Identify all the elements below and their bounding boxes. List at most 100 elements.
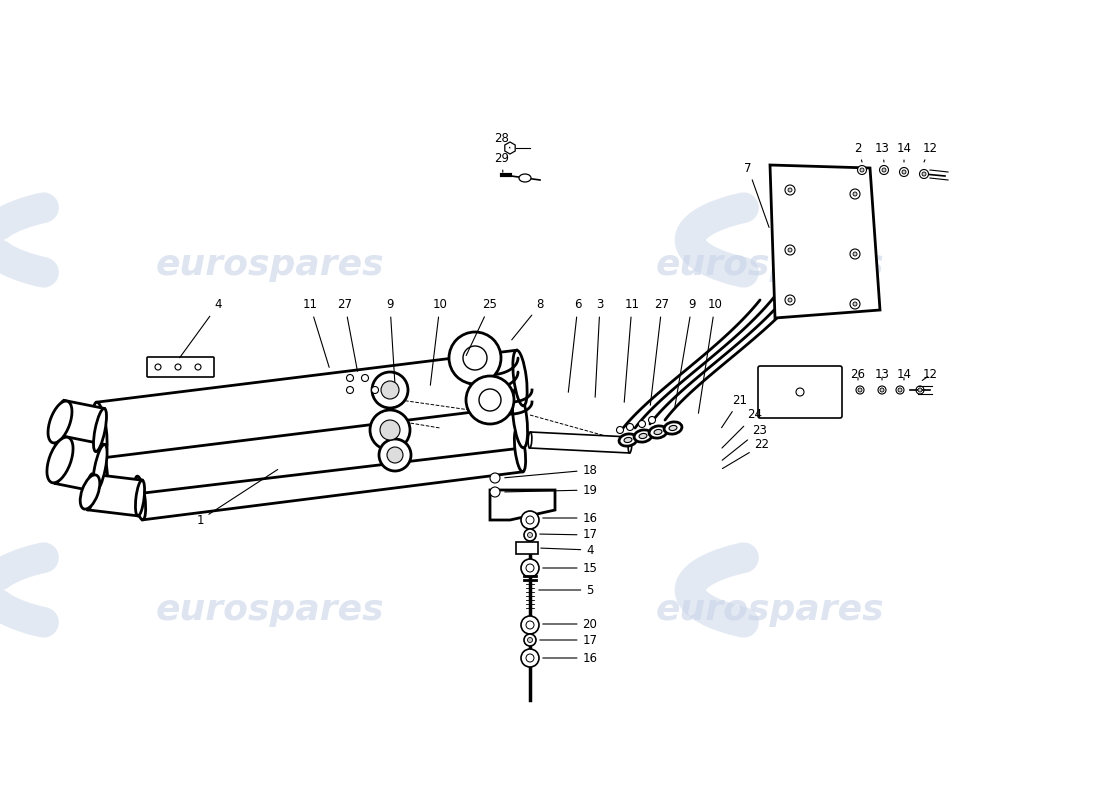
Ellipse shape xyxy=(513,350,527,406)
Circle shape xyxy=(902,170,906,174)
Circle shape xyxy=(526,621,534,629)
Circle shape xyxy=(362,374,369,382)
Text: 12: 12 xyxy=(922,369,937,382)
Polygon shape xyxy=(97,350,524,458)
Ellipse shape xyxy=(47,437,73,483)
Text: 17: 17 xyxy=(540,634,597,646)
Text: eurospares: eurospares xyxy=(656,593,884,627)
Circle shape xyxy=(155,364,161,370)
Circle shape xyxy=(796,388,804,396)
Circle shape xyxy=(850,249,860,259)
Polygon shape xyxy=(138,428,522,520)
Text: 16: 16 xyxy=(542,511,597,525)
Circle shape xyxy=(785,245,795,255)
Text: 19: 19 xyxy=(505,483,597,497)
FancyBboxPatch shape xyxy=(758,366,842,418)
Text: 1: 1 xyxy=(196,470,277,526)
Circle shape xyxy=(638,421,646,427)
Circle shape xyxy=(526,654,534,662)
Circle shape xyxy=(896,386,904,394)
Text: 4: 4 xyxy=(541,543,594,557)
Ellipse shape xyxy=(513,388,528,448)
Ellipse shape xyxy=(92,445,107,491)
Circle shape xyxy=(880,388,884,392)
Ellipse shape xyxy=(639,434,647,438)
Circle shape xyxy=(852,192,857,196)
Ellipse shape xyxy=(528,432,531,448)
Circle shape xyxy=(346,386,353,394)
Ellipse shape xyxy=(92,402,107,458)
Text: 21: 21 xyxy=(722,394,748,428)
Circle shape xyxy=(616,426,624,434)
Polygon shape xyxy=(516,542,538,554)
Circle shape xyxy=(850,189,860,199)
Circle shape xyxy=(379,420,400,440)
Text: 11: 11 xyxy=(624,298,639,402)
Text: eurospares: eurospares xyxy=(156,248,384,282)
Text: 23: 23 xyxy=(723,423,768,460)
Text: 18: 18 xyxy=(505,463,597,478)
Ellipse shape xyxy=(94,409,107,451)
Text: 14: 14 xyxy=(896,142,912,162)
Text: 3: 3 xyxy=(595,298,604,398)
Polygon shape xyxy=(490,490,556,520)
Circle shape xyxy=(524,529,536,541)
Circle shape xyxy=(449,332,500,384)
Circle shape xyxy=(918,388,922,392)
FancyBboxPatch shape xyxy=(147,357,214,377)
Circle shape xyxy=(466,376,514,424)
Text: 9: 9 xyxy=(674,298,695,410)
Circle shape xyxy=(850,299,860,309)
Circle shape xyxy=(346,374,353,382)
Polygon shape xyxy=(770,165,880,318)
Text: 12: 12 xyxy=(923,142,937,162)
Circle shape xyxy=(900,167,909,177)
Circle shape xyxy=(788,298,792,302)
Text: 24: 24 xyxy=(722,409,762,448)
Polygon shape xyxy=(56,401,104,451)
Circle shape xyxy=(852,302,857,306)
Circle shape xyxy=(372,386,378,394)
Ellipse shape xyxy=(649,426,667,438)
Ellipse shape xyxy=(619,434,637,446)
Text: 5: 5 xyxy=(539,583,594,597)
Text: 17: 17 xyxy=(540,529,597,542)
Ellipse shape xyxy=(48,401,72,443)
Ellipse shape xyxy=(654,430,662,434)
Polygon shape xyxy=(529,432,630,453)
Circle shape xyxy=(195,364,201,370)
Ellipse shape xyxy=(53,437,67,483)
Text: 10: 10 xyxy=(430,298,448,386)
Circle shape xyxy=(381,381,399,399)
Circle shape xyxy=(526,564,534,572)
Text: 6: 6 xyxy=(569,298,582,392)
Text: 28: 28 xyxy=(495,131,510,148)
Circle shape xyxy=(788,188,792,192)
Ellipse shape xyxy=(80,475,100,509)
Ellipse shape xyxy=(664,422,682,434)
Circle shape xyxy=(916,386,924,394)
Circle shape xyxy=(627,423,634,430)
Text: 8: 8 xyxy=(512,298,543,340)
Text: 27: 27 xyxy=(650,298,670,406)
Circle shape xyxy=(175,364,182,370)
Circle shape xyxy=(852,252,857,256)
Text: 10: 10 xyxy=(698,298,723,414)
Circle shape xyxy=(880,166,889,174)
Circle shape xyxy=(490,487,500,497)
Text: 26: 26 xyxy=(850,369,866,382)
Circle shape xyxy=(521,559,539,577)
Text: 13: 13 xyxy=(874,369,890,382)
Circle shape xyxy=(858,388,862,392)
Circle shape xyxy=(856,386,864,394)
Circle shape xyxy=(898,388,902,392)
Circle shape xyxy=(478,389,500,411)
Circle shape xyxy=(858,166,867,174)
Circle shape xyxy=(521,649,539,667)
Circle shape xyxy=(882,168,886,172)
Text: 9: 9 xyxy=(386,298,395,382)
Text: eurospares: eurospares xyxy=(656,248,884,282)
Circle shape xyxy=(528,533,532,538)
Circle shape xyxy=(788,248,792,252)
Text: 15: 15 xyxy=(542,562,597,574)
